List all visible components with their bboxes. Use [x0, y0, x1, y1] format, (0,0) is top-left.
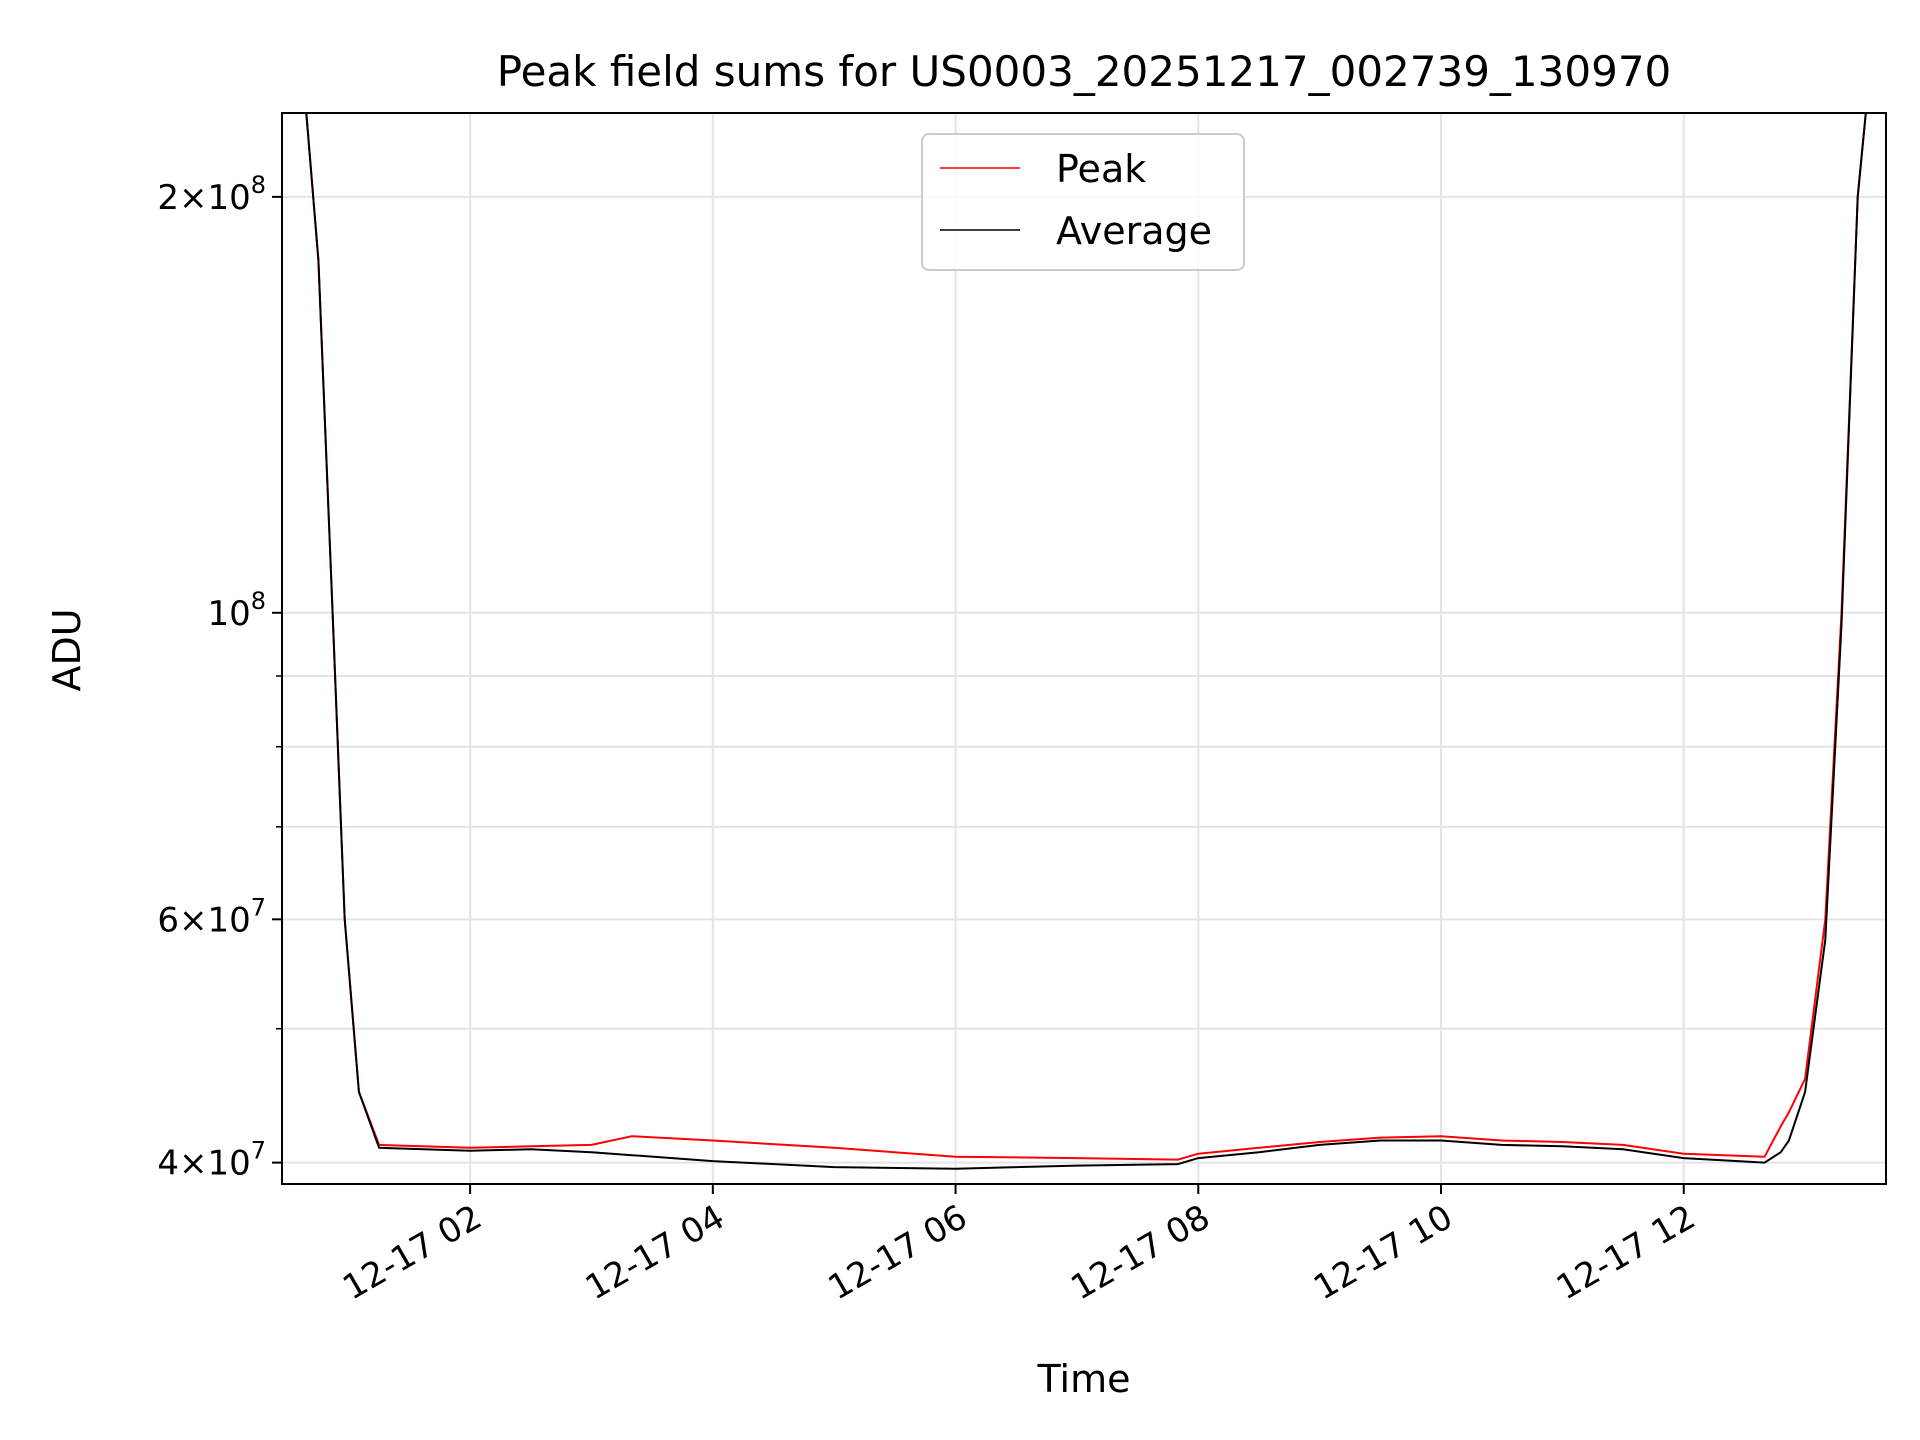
y-tick-label: 108 — [207, 587, 266, 634]
legend-average-label: Average — [1056, 209, 1212, 253]
x-axis-label: Time — [1037, 1357, 1131, 1401]
x-tick-label: 12-17 02 — [336, 1197, 488, 1308]
x-tick-label: 12-17 10 — [1307, 1197, 1459, 1308]
chart-title: Peak field sums for US0003_20251217_0027… — [497, 47, 1672, 96]
legend: Peak Average — [921, 133, 1245, 271]
plot-frame — [281, 112, 1887, 1185]
y-tick-label: 4×107 — [157, 1137, 266, 1184]
y-axis-label: ADU — [45, 608, 89, 691]
series-line-average — [305, 113, 1867, 1170]
grid-lines — [282, 113, 1886, 1184]
plot-series — [305, 113, 1867, 1170]
x-axis-ticks: 12-17 02 12-17 04 12-17 06 12-17 08 12-17 10… — [336, 1184, 1702, 1308]
y-tick-label: 2×108 — [157, 171, 266, 218]
y-axis-ticks: 4×107 6×107 108 2×108 — [157, 171, 282, 1184]
x-tick-label: 12-17 04 — [579, 1197, 731, 1308]
legend-peak-label: Peak — [1056, 147, 1146, 191]
x-tick-label: 12-17 08 — [1064, 1197, 1216, 1308]
x-tick-label: 12-17 12 — [1550, 1197, 1702, 1308]
x-tick-label: 12-17 06 — [822, 1197, 974, 1308]
y-tick-label: 6×107 — [157, 893, 266, 940]
series-line-peak — [305, 113, 1867, 1161]
